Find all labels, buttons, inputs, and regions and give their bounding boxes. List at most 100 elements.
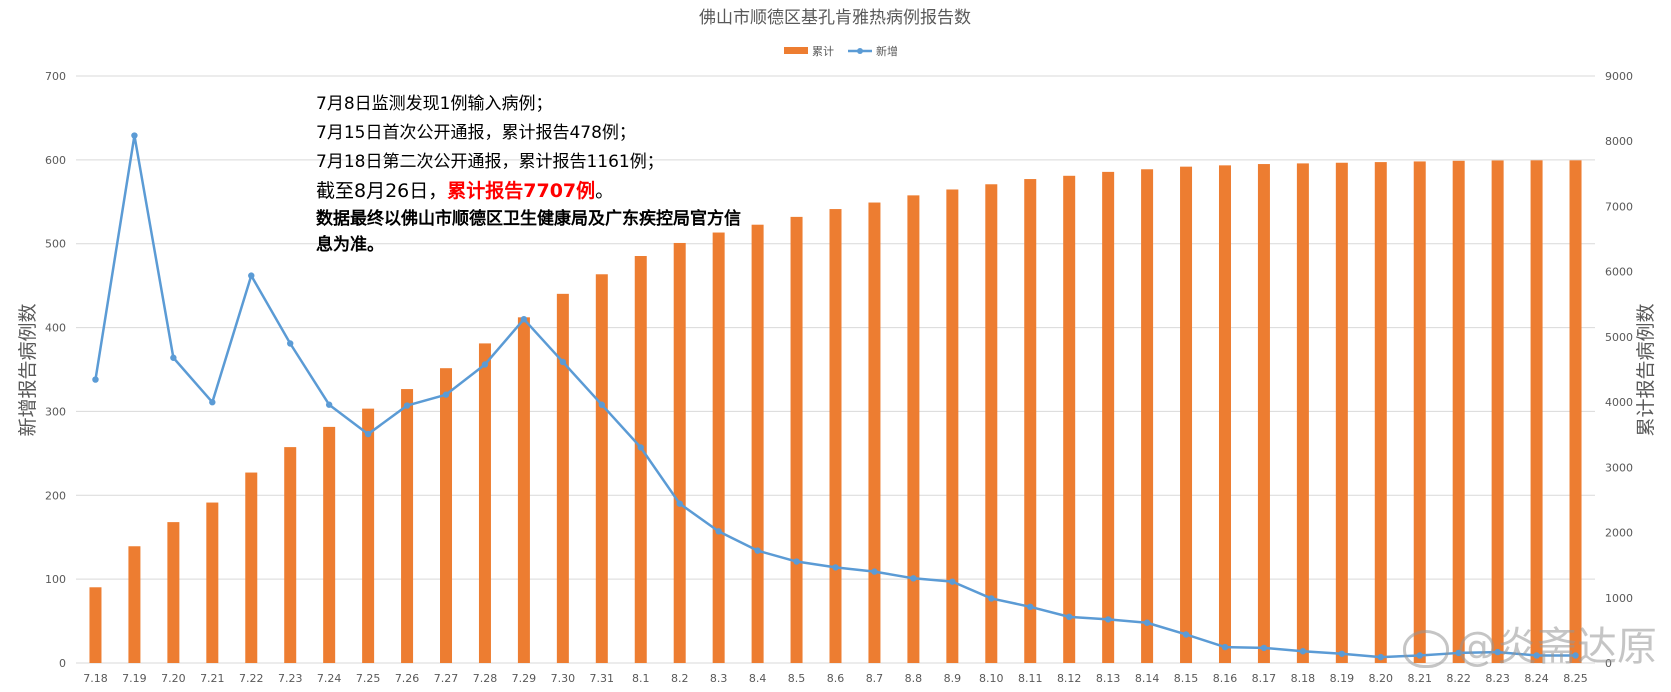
line-point xyxy=(1572,652,1579,659)
line-point xyxy=(793,558,800,565)
y-axis-left-label: 新增报告病例数 xyxy=(17,303,39,436)
y-right-tick-label: 4000 xyxy=(1605,396,1633,409)
y-left-tick-label: 100 xyxy=(45,573,66,586)
bar xyxy=(673,242,686,664)
line-point xyxy=(1338,650,1346,657)
x-tick-label: 8.9 xyxy=(944,672,962,685)
y-left-tick-label: 0 xyxy=(59,657,66,670)
line-series xyxy=(92,132,1579,661)
line-point xyxy=(248,272,255,279)
y-left-tick-label: 600 xyxy=(45,154,66,167)
bar xyxy=(1491,160,1504,664)
chart-title: 佛山市顺德区基孔肯雅热病例报告数 xyxy=(699,8,971,28)
x-tick-label: 8.16 xyxy=(1213,672,1238,685)
x-tick-label: 8.8 xyxy=(905,672,923,685)
line-point xyxy=(131,132,138,139)
line-point xyxy=(481,361,489,368)
y-right-tick-label: 5000 xyxy=(1605,331,1633,344)
y-axis-right-label: 累计报告病例数 xyxy=(1635,303,1657,436)
y-left-tick-label: 700 xyxy=(45,70,66,83)
bar xyxy=(946,189,959,663)
bar xyxy=(401,389,414,663)
annotation-box: 7月8日监测发现1例输入病例； 7月15日首次公开通报，累计报告478例； 7月… xyxy=(316,90,756,258)
bar xyxy=(440,368,453,663)
annotation-line-1: 7月8日监测发现1例输入病例； xyxy=(316,94,553,114)
x-tick-label: 8.1 xyxy=(632,672,650,685)
x-tick-label: 7.23 xyxy=(278,672,303,685)
x-tick-label: 8.17 xyxy=(1252,672,1277,685)
x-tick-label: 7.19 xyxy=(122,672,147,685)
x-tick-label: 8.23 xyxy=(1485,672,1510,685)
x-tick-label: 7.31 xyxy=(590,672,615,685)
y-right-tick-label: 2000 xyxy=(1605,527,1633,540)
line-point xyxy=(1065,613,1073,621)
line-point xyxy=(910,575,917,582)
line-point xyxy=(1182,631,1190,638)
line-point xyxy=(1299,648,1307,655)
annotation-line-4-suffix: 。 xyxy=(595,180,615,202)
x-tick-label: 8.12 xyxy=(1057,672,1082,685)
annotation-line-4: 截至8月26日，累计报告7707例。 xyxy=(316,177,756,206)
line-point xyxy=(676,500,683,507)
x-tick-label: 8.25 xyxy=(1563,672,1588,685)
x-tick-label: 8.4 xyxy=(749,672,767,685)
line-point xyxy=(754,547,761,554)
y-left-tick-label: 500 xyxy=(45,238,66,251)
x-tick-label: 8.20 xyxy=(1369,672,1394,685)
line-point xyxy=(170,354,177,361)
bar xyxy=(1413,161,1426,664)
annotation-line-5: 数据最终以佛山市顺德区卫生健康局及广东疾控局官方信息为准。 xyxy=(316,209,741,255)
bar xyxy=(1296,163,1309,664)
weibo-icon xyxy=(1403,630,1449,668)
x-tick-label: 8.10 xyxy=(979,672,1004,685)
x-tick-label: 7.21 xyxy=(200,672,225,685)
bar xyxy=(712,232,725,664)
line-point xyxy=(637,444,644,451)
bar xyxy=(1102,171,1115,664)
bar xyxy=(1063,175,1076,664)
axis-ticks: 0100200300400500600700010002000300040005… xyxy=(45,70,1633,685)
bar xyxy=(907,195,920,663)
legend: 累计 新增 xyxy=(784,44,898,58)
line-point xyxy=(1221,643,1229,651)
y-right-tick-label: 8000 xyxy=(1605,135,1633,148)
bar xyxy=(1452,160,1465,664)
line-point xyxy=(1104,616,1112,623)
x-tick-label: 7.24 xyxy=(317,672,342,685)
legend-swatch-bar xyxy=(784,47,808,54)
y-right-tick-label: 1000 xyxy=(1605,592,1633,605)
x-tick-label: 8.21 xyxy=(1407,672,1432,685)
bar-series xyxy=(89,160,1582,664)
bar xyxy=(245,472,258,663)
line-point xyxy=(1260,644,1268,652)
bar xyxy=(362,408,375,663)
line-point xyxy=(715,528,722,535)
x-tick-label: 7.20 xyxy=(161,672,186,685)
line-point xyxy=(1143,619,1151,626)
bar xyxy=(1024,179,1037,663)
line-point xyxy=(209,399,216,406)
y-left-tick-label: 400 xyxy=(45,322,66,335)
x-tick-label: 8.24 xyxy=(1524,672,1549,685)
annotation-line-2: 7月15日首次公开通报，累计报告478例； xyxy=(316,123,636,143)
line-point xyxy=(364,430,372,438)
bar xyxy=(985,184,998,663)
line-point xyxy=(520,315,528,323)
x-tick-label: 8.22 xyxy=(1446,672,1471,685)
line-point xyxy=(988,595,995,602)
x-tick-label: 8.15 xyxy=(1174,672,1199,685)
bar xyxy=(478,343,491,663)
x-tick-label: 8.7 xyxy=(866,672,884,685)
bar xyxy=(517,317,530,663)
x-tick-label: 8.19 xyxy=(1330,672,1355,685)
annotation-highlight: 累计报告7707例 xyxy=(447,180,596,202)
annotation-line-4-prefix: 截至8月26日， xyxy=(316,180,448,202)
bar xyxy=(89,587,102,663)
x-tick-label: 8.2 xyxy=(671,672,689,685)
bar xyxy=(206,502,219,663)
x-tick-label: 8.11 xyxy=(1018,672,1043,685)
line-point xyxy=(832,564,839,571)
x-tick-label: 7.28 xyxy=(473,672,498,685)
x-tick-label: 7.26 xyxy=(395,672,420,685)
